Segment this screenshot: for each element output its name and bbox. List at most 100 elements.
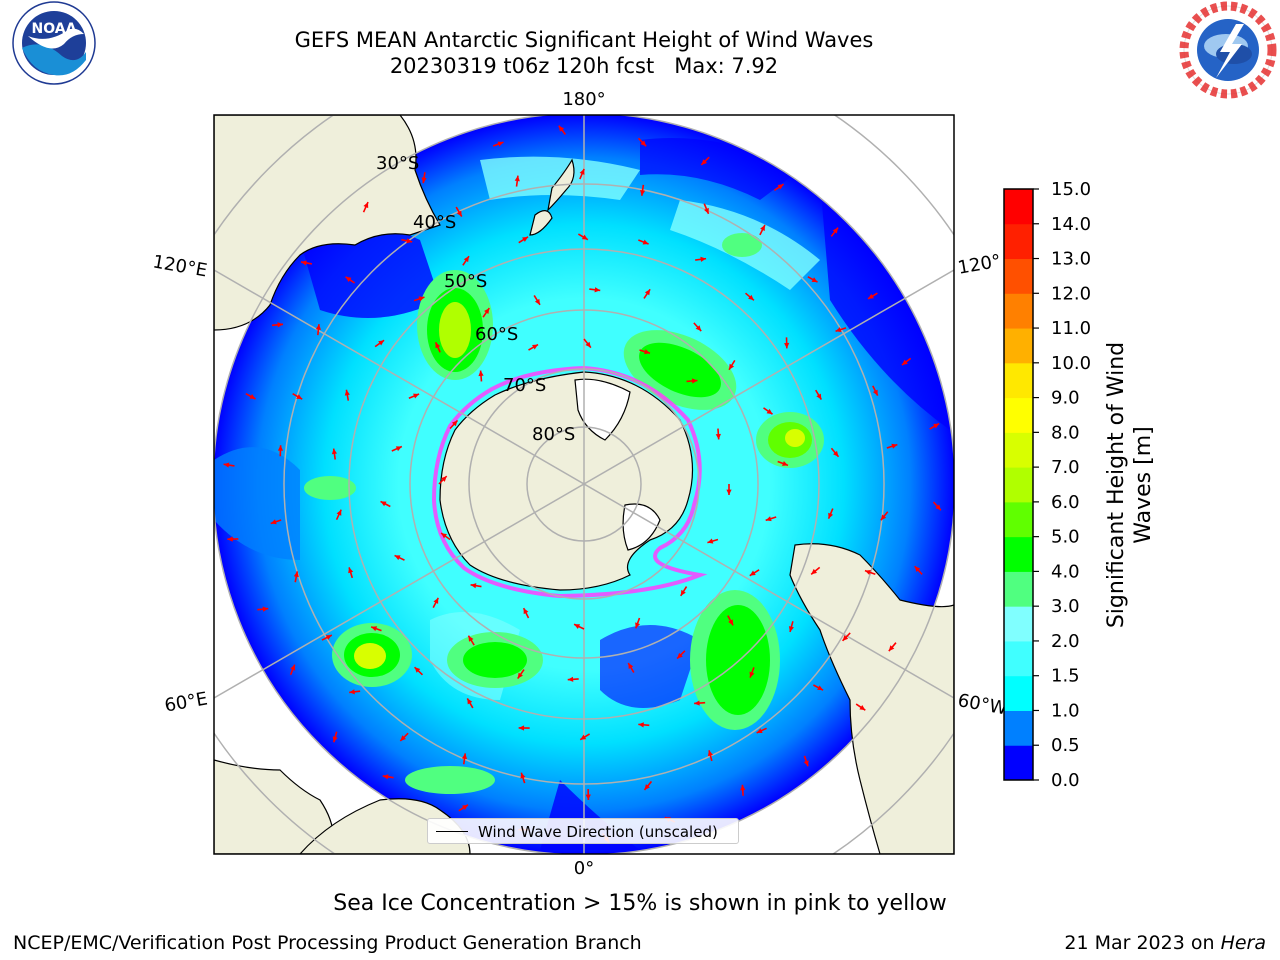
- colorbar-segment: [1004, 223, 1033, 260]
- wave-arrow-head: [514, 175, 520, 182]
- wave-arrow-head: [701, 159, 708, 165]
- colorbar-tick-label: 9.0: [1051, 388, 1080, 409]
- wave-arrow-head: [859, 704, 866, 711]
- wave-arrow-head: [580, 734, 587, 740]
- wave-arrow-head: [371, 626, 378, 632]
- wave-arrow-head: [638, 722, 644, 728]
- wave-arrow-head: [784, 342, 790, 349]
- wave-arrow-head: [729, 363, 735, 370]
- wave-arrow-head: [872, 389, 878, 396]
- wave-arrow-head: [345, 276, 352, 282]
- colorbar-tick-label: 8.0: [1051, 422, 1080, 443]
- wave-arrow-head: [296, 394, 303, 400]
- wave-arrow-head: [413, 393, 420, 399]
- wave-arrow-head: [760, 225, 765, 232]
- wave-arrow-head: [748, 294, 754, 301]
- colorbar-segment: [1004, 501, 1033, 538]
- legend-line-icon: [436, 831, 468, 832]
- wave-arrow-head: [414, 667, 421, 673]
- wave-arrow-head: [835, 327, 842, 333]
- wave-arrow-head: [756, 728, 763, 734]
- wave-arrow-head: [301, 260, 307, 266]
- wave-arrow-head: [462, 804, 468, 810]
- wave-arrow-head: [435, 342, 441, 349]
- wave-arrow-head: [644, 784, 650, 790]
- wave-arrow-head: [888, 645, 895, 652]
- colorbar-label-line1: Significant Height of Wind: [1104, 342, 1129, 628]
- colorbar-segment: [1004, 189, 1033, 225]
- wave-arrow-head: [811, 277, 818, 283]
- wave-arrow-head: [777, 184, 784, 190]
- wave-arrow-head: [579, 168, 585, 175]
- wave-arrow-head: [325, 635, 332, 640]
- colorbar-segment: [1004, 397, 1033, 433]
- wave-arrow-head: [704, 207, 709, 214]
- wave-arrow-head: [640, 140, 647, 147]
- noaa-logo-icon: NOAA: [2, 0, 106, 90]
- lon-label-120e: 120°E: [151, 251, 209, 281]
- lon-label-60w: 60°W: [956, 690, 1009, 719]
- wave-arrow-head: [788, 626, 794, 632]
- lon-label-120w: 120°: [956, 251, 1002, 279]
- wave-arrow-head: [336, 509, 342, 516]
- wave-arrow-head: [639, 190, 646, 196]
- wave-arrow-head: [451, 420, 458, 427]
- wave-arrow-head: [594, 287, 601, 293]
- wave-arrow-head: [726, 489, 732, 495]
- colorbar-segment: [1004, 640, 1033, 677]
- wave-arrow-head: [880, 514, 887, 521]
- wave-arrow-head: [833, 450, 839, 457]
- map-axes: [214, 115, 954, 854]
- colorbar-segment: [1004, 710, 1033, 746]
- wave-arrow-head: [558, 125, 565, 132]
- colorbar-tick-label: 15.0: [1051, 179, 1091, 200]
- colorbar-tick-label: 6.0: [1051, 492, 1080, 513]
- wave-arrow-head: [635, 622, 641, 629]
- map-frame: [213, 114, 955, 855]
- wave-arrow-head: [406, 238, 413, 244]
- colorbar-tick-label: 0.0: [1051, 770, 1080, 791]
- wave-arrow-head: [828, 512, 834, 519]
- noaa-logo-text: NOAA: [32, 21, 77, 37]
- wave-arrow-head: [715, 433, 721, 440]
- wave-arrow-head: [816, 393, 822, 400]
- wave-arrow-head: [933, 423, 940, 429]
- wave-arrow-head: [517, 672, 523, 679]
- wave-direction-arrows: [223, 125, 942, 843]
- wave-arrow-head: [532, 344, 539, 350]
- wave-arrow-head: [418, 296, 425, 302]
- sea-ice-footnote: Sea Ice Concentration > 15% is shown in …: [333, 891, 947, 916]
- wave-arrow-head: [842, 635, 849, 641]
- wave-arrow-head: [707, 538, 714, 544]
- wave-arrow-head: [644, 289, 651, 296]
- colorbar-segment: [1004, 571, 1033, 607]
- colorbar-segment: [1004, 258, 1033, 294]
- lat-label-50s: 50°S: [444, 271, 487, 292]
- footer-machine: Hera: [1220, 932, 1266, 954]
- wave-arrow-head: [478, 370, 484, 377]
- nws-logo-icon: [1176, 0, 1280, 104]
- colorbar: 15.0 14.0 13.0 12.0 11.0 10.0 9.0 8.0 7.0 6.0 5.0 4…: [1003, 179, 1091, 791]
- wave-arrow-head: [864, 569, 871, 575]
- wave-arrow-head: [484, 308, 490, 315]
- wave-arrow-head: [382, 774, 389, 780]
- colorbar-tick-label: 14.0: [1051, 214, 1091, 235]
- wave-arrow-head: [935, 504, 941, 511]
- wave-arrow-head: [534, 298, 540, 305]
- wave-arrow-head: [433, 597, 439, 604]
- legend-label: Wind Wave Direction (unscaled): [478, 823, 718, 841]
- wave-arrow-head: [867, 293, 874, 299]
- wave-arrow-head: [901, 359, 908, 366]
- wave-arrow-head: [817, 685, 824, 691]
- wave-arrow-head: [331, 448, 338, 455]
- colorbar-segment: [1004, 328, 1033, 364]
- wave-arrow-head: [749, 570, 756, 576]
- colorbar-segment: [1004, 293, 1033, 329]
- lon-label-60e: 60°E: [163, 688, 209, 716]
- wave-arrow-head: [467, 698, 473, 705]
- wave-arrow-head: [249, 394, 256, 399]
- lon-label-180: 180°: [562, 89, 605, 110]
- wave-arrow-head: [766, 408, 773, 415]
- wave-arrow-head: [227, 536, 233, 542]
